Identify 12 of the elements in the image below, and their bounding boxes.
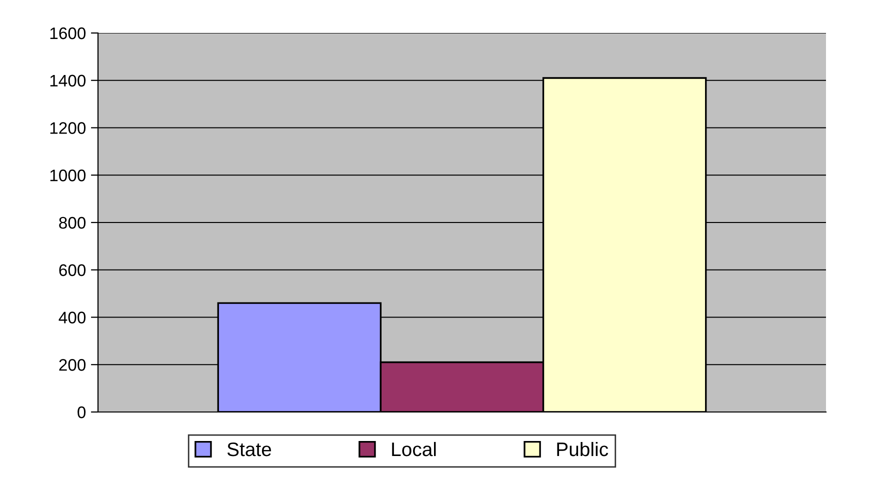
y-tick-label: 0 <box>78 406 86 418</box>
y-tick-label: 600 <box>59 264 86 276</box>
y-tick-label: 1600 <box>50 27 86 40</box>
legend-label: State <box>227 442 272 456</box>
y-tick-label: 200 <box>59 359 86 371</box>
y-tick-label: 1400 <box>50 74 86 87</box>
y-tick-label: 800 <box>59 216 86 229</box>
y-tick-label: 400 <box>58 312 86 324</box>
y-tick-label: 1200 <box>50 122 86 134</box>
legend-label: Local <box>392 442 436 456</box>
y-tick-label: 1000 <box>50 170 86 182</box>
legend-label: Public <box>557 442 608 456</box>
